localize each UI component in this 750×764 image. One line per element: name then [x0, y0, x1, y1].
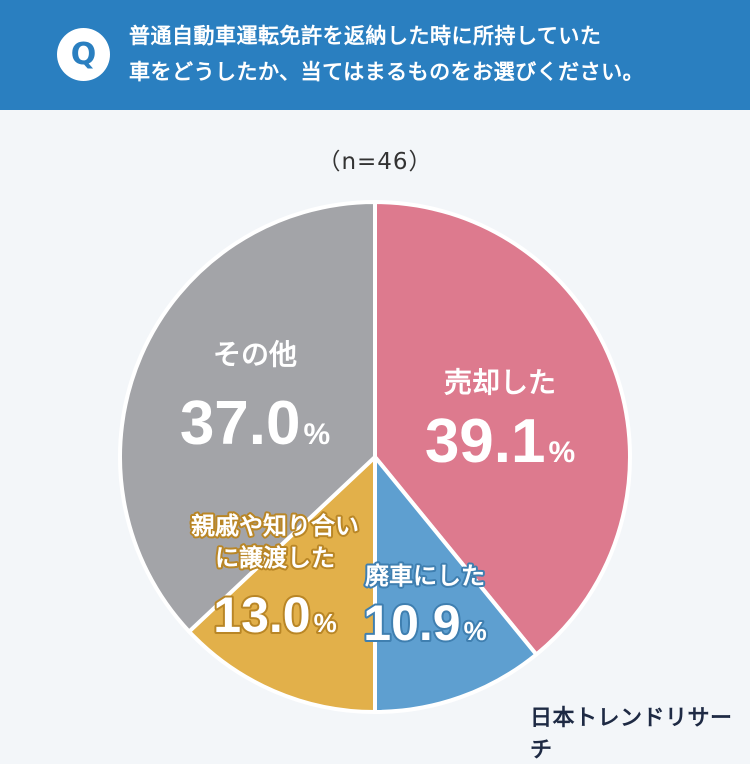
slice-label-0: 売却した — [444, 366, 556, 399]
slice-label-1: 廃車にした — [365, 562, 485, 590]
slice-label-2-line-1: に譲渡した — [215, 544, 335, 572]
q-badge: Q — [57, 28, 110, 81]
brand-logo: 日本トレンドリサーチ — [530, 706, 733, 763]
pie-slice-3 — [118, 200, 377, 634]
pie-slice-1 — [373, 455, 539, 714]
slice-value-0: 39.1% — [425, 407, 575, 476]
pie-slice-2 — [187, 455, 377, 714]
slice-value-3: 37.0% — [180, 389, 330, 458]
pie-slice-0 — [373, 200, 632, 657]
question-line-1: 普通自動車運転免許を返納した時に所持していた — [129, 24, 602, 48]
question-header: Q 普通自動車運転免許を返納した時に所持していた 車をどうしたか、当てはまるもの… — [0, 0, 750, 110]
sample-size-label: （n=46） — [317, 149, 433, 175]
slice-value-2: 13.0% — [213, 587, 336, 643]
question-line-2: 車をどうしたか、当てはまるものをお選びください。 — [129, 60, 645, 84]
slice-value-1: 10.9% — [363, 595, 486, 651]
question-text: 普通自動車運転免許を返納した時に所持していた 車をどうしたか、当てはまるものをお… — [129, 18, 729, 90]
slice-label-2-line-0: 親戚や知り合い — [191, 512, 359, 540]
slice-label-3: その他 — [213, 338, 297, 371]
